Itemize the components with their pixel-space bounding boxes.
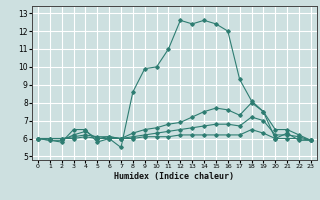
X-axis label: Humidex (Indice chaleur): Humidex (Indice chaleur) <box>115 172 234 181</box>
